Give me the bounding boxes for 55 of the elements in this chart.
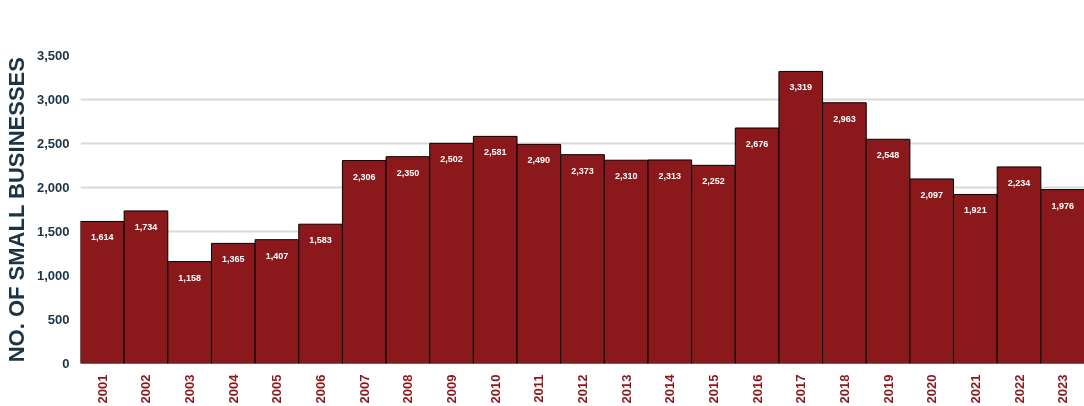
- x-tick-label: 2003: [182, 374, 198, 404]
- y-tick-label: 1,000: [36, 268, 70, 283]
- x-tick-label: 2020: [924, 374, 940, 404]
- x-tick-label: 2023: [1055, 374, 1071, 404]
- x-tick-label: 2007: [356, 374, 372, 404]
- y-tick-label: 0: [62, 356, 70, 371]
- data-label: 2,676: [745, 139, 769, 150]
- data-label: 1,583: [309, 235, 332, 246]
- x-tick-label: 2010: [487, 374, 503, 404]
- data-label: 2,581: [483, 147, 507, 158]
- x-tick-label: 2012: [575, 374, 590, 404]
- x-tick-label: 2005: [269, 374, 285, 404]
- x-tick-label: 2008: [400, 374, 416, 404]
- y-axis-title: NO. OF SMALL BUSINESSES: [3, 57, 29, 363]
- y-tick-label: 500: [47, 312, 70, 327]
- data-label: 2,548: [876, 150, 900, 161]
- x-tick-label: 2001: [94, 374, 110, 404]
- data-label: 2,373: [571, 165, 594, 176]
- data-label: 1,407: [265, 250, 289, 261]
- data-label: 2,963: [833, 113, 856, 124]
- data-label: 2,313: [658, 170, 682, 181]
- data-label: 2,502: [440, 154, 463, 165]
- x-tick-label: 2006: [313, 374, 329, 404]
- data-label: 2,234: [1007, 177, 1031, 188]
- x-tick-label: 2013: [618, 374, 634, 404]
- data-label: 1,158: [178, 272, 201, 283]
- data-label: 2,350: [396, 167, 420, 178]
- x-tick-label: 2022: [1011, 374, 1027, 404]
- x-tick-label: 2021: [967, 374, 983, 404]
- x-tick-label: 2002: [138, 374, 154, 404]
- x-tick-label: 2018: [836, 374, 852, 404]
- data-label: 2,490: [527, 155, 551, 166]
- y-tick-label: 3,000: [36, 92, 70, 107]
- y-tick-label: 2,000: [36, 180, 70, 195]
- data-label: 2,306: [352, 171, 376, 182]
- data-label: 2,252: [702, 176, 725, 187]
- data-label: 2,310: [614, 171, 638, 182]
- x-tick-label: 2019: [880, 374, 896, 404]
- data-label: 1,976: [1051, 200, 1074, 211]
- x-tick-label: 2015: [705, 374, 721, 404]
- data-label: 2,097: [920, 189, 943, 200]
- x-tick-label: 2011: [531, 374, 547, 403]
- x-tick-label: 2016: [749, 374, 765, 404]
- data-label: 1,614: [91, 232, 114, 243]
- data-label: 1,365: [222, 254, 245, 265]
- data-label: 1,921: [964, 205, 987, 216]
- data-label: 3,319: [789, 82, 813, 93]
- data-label: 1,734: [134, 221, 158, 232]
- x-tick-label: 2014: [662, 373, 678, 404]
- x-tick-label: 2009: [444, 374, 460, 404]
- y-tick-label: 3,500: [36, 48, 70, 63]
- y-tick-label: 1,500: [36, 224, 70, 239]
- x-tick-label: 2017: [793, 374, 809, 404]
- y-tick-label: 2,500: [36, 136, 70, 151]
- x-tick-label: 2004: [225, 373, 241, 404]
